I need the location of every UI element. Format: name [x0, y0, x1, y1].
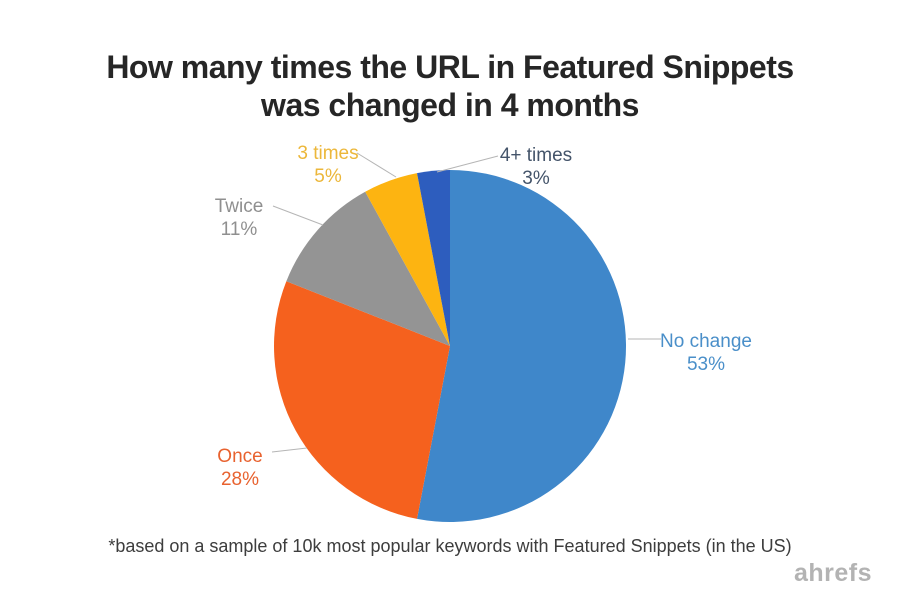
pie-slice-twice	[286, 191, 450, 346]
footnote: *based on a sample of 10k most popular k…	[108, 536, 792, 556]
pie-slice-3-times	[365, 173, 450, 346]
slice-label-3-times: 3 times 5%	[297, 142, 358, 188]
pie-slice-4-times	[417, 170, 450, 346]
slice-label-text: Twice	[214, 196, 264, 217]
slice-label-no-change: No change 53%	[660, 330, 752, 376]
chart-title-line1: How many times the URL in Featured Snipp…	[106, 49, 794, 85]
leader-line-once	[271, 447, 308, 453]
chart-title: How many times the URL in Featured Snipp…	[0, 48, 900, 124]
slice-label-text: Once	[217, 446, 263, 467]
chart-title-line2: was changed in 4 months	[261, 87, 639, 123]
ahrefs-logo: ahrefs	[793, 559, 872, 587]
slice-label-value: 53%	[686, 354, 726, 375]
slice-label-value: 11%	[220, 219, 258, 240]
slice-label-value: 28%	[220, 469, 260, 490]
slice-label-text: 4+ times	[499, 145, 573, 166]
slice-label-value: 3%	[522, 168, 550, 189]
slice-label-twice: Twice 11%	[215, 195, 264, 241]
pie-slice-no-change	[417, 170, 627, 522]
leader-line-3-times	[356, 152, 397, 178]
slice-label-text: No change	[660, 331, 752, 352]
slice-label-4-times: 4+ times 3%	[500, 144, 572, 190]
slice-label-text: 3 times	[297, 143, 359, 164]
pie-slice-once	[274, 281, 450, 519]
slice-label-once: Once 28%	[217, 445, 262, 491]
leader-line-twice	[272, 205, 324, 226]
leader-line-4-times	[436, 155, 499, 173]
slice-label-value: 5%	[314, 166, 342, 187]
